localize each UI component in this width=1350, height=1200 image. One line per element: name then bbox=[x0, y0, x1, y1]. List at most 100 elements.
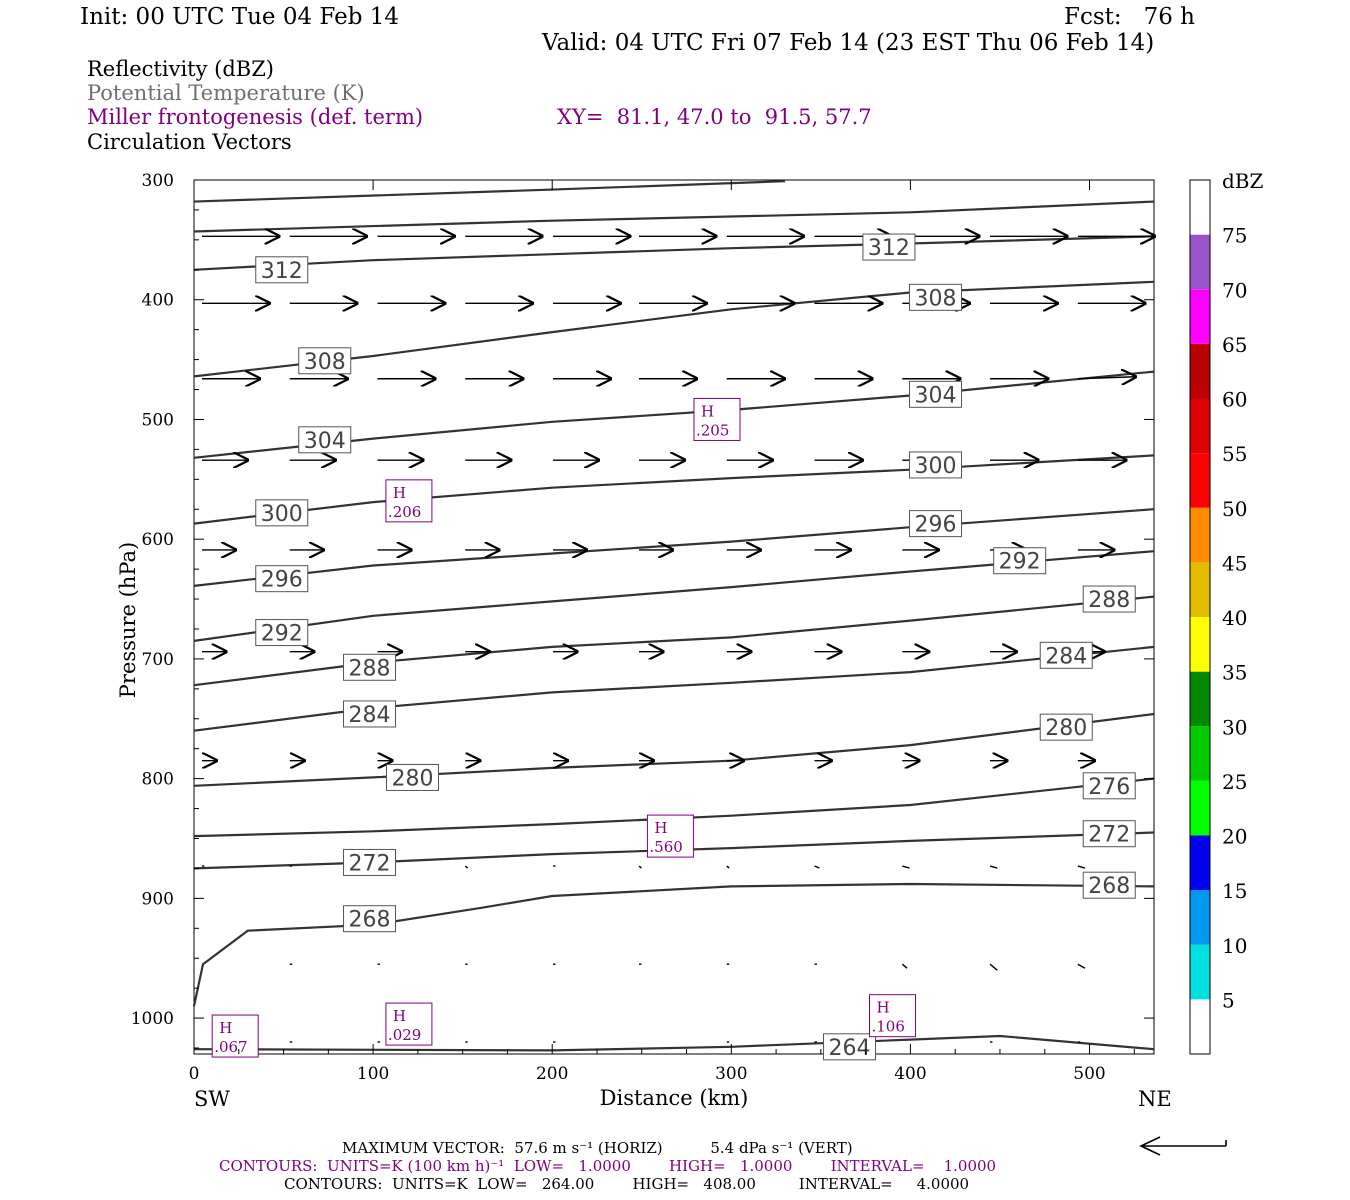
theta-label: 300 bbox=[261, 502, 303, 527]
colorbar-segment bbox=[1190, 617, 1210, 672]
circulation-vector bbox=[1077, 377, 1136, 379]
theta-label: 272 bbox=[1088, 823, 1130, 848]
y-axis-label: Pressure (hPa) bbox=[116, 541, 140, 699]
colorbar-label: 20 bbox=[1222, 825, 1247, 849]
theta-label-box bbox=[823, 1033, 877, 1061]
reference-vector-arrow bbox=[1139, 1136, 1227, 1156]
theta-contour-292 bbox=[193, 550, 1155, 642]
theta-label-box bbox=[1082, 585, 1136, 613]
y-tick-label: 300 bbox=[142, 171, 174, 191]
colorbar-segment bbox=[1190, 890, 1210, 945]
plot-frame bbox=[193, 179, 1155, 1055]
x-tick-label: 300 bbox=[715, 1064, 747, 1084]
theta-label: 292 bbox=[999, 550, 1041, 575]
theta-contour-300 bbox=[193, 454, 1155, 525]
theta-label: 292 bbox=[261, 622, 303, 647]
theta-label: 272 bbox=[349, 851, 391, 876]
forecast-hour: Fcst: 76 h bbox=[1064, 4, 1195, 30]
init-time: Init: 00 UTC Tue 04 Feb 14 bbox=[80, 4, 400, 30]
colorbar-segment bbox=[1190, 180, 1210, 235]
circulation-vector bbox=[902, 865, 910, 869]
theta-contour-264 bbox=[193, 1034, 1155, 1052]
theta-label-box bbox=[255, 499, 309, 527]
colorbar-label: 65 bbox=[1222, 333, 1247, 357]
theta-label: 284 bbox=[349, 703, 391, 728]
colorbar-title: dBZ bbox=[1222, 169, 1264, 193]
theta-label-box bbox=[343, 848, 397, 876]
legend-miller: Miller frontogenesis (def. term) bbox=[87, 105, 424, 129]
frontogenesis-high-value: .560 bbox=[649, 838, 682, 856]
colorbar-label: 5 bbox=[1222, 988, 1235, 1012]
x-tick-label: 100 bbox=[357, 1064, 389, 1084]
footer-contours-theta: CONTOURS: UNITS=K LOW= 264.00 HIGH= 408.… bbox=[284, 1175, 970, 1193]
legend-xy: XY= 81.1, 47.0 to 91.5, 57.7 bbox=[557, 105, 872, 129]
frontogenesis-high-symbol: H bbox=[654, 819, 667, 837]
frontogenesis-high-symbol: H bbox=[393, 1007, 406, 1025]
circulation-vector bbox=[638, 865, 642, 869]
colorbar-label: 15 bbox=[1222, 879, 1247, 903]
y-tick-label: 800 bbox=[142, 770, 174, 790]
colorbar-segment bbox=[1190, 999, 1210, 1054]
colorbar-segment bbox=[1190, 453, 1210, 508]
y-tick-label: 600 bbox=[142, 530, 174, 550]
theta-label: 304 bbox=[304, 429, 346, 454]
legend-theta: Potential Temperature (K) bbox=[87, 81, 365, 105]
theta-label: 308 bbox=[304, 350, 346, 375]
theta-label-box bbox=[1082, 871, 1136, 899]
theta-contour-280 bbox=[193, 712, 1155, 787]
frontogenesis-high-box bbox=[869, 994, 917, 1038]
colorbar-segment bbox=[1190, 289, 1210, 344]
circulation-vector bbox=[1077, 865, 1086, 869]
y-tick-label: 400 bbox=[142, 291, 174, 311]
theta-contour-268 bbox=[192, 882, 1155, 1007]
theta-label: 300 bbox=[914, 454, 956, 479]
colorbar-label: 75 bbox=[1222, 224, 1247, 248]
circulation-vector bbox=[901, 963, 908, 969]
frontogenesis-high-value: .205 bbox=[696, 421, 729, 439]
theta-label-box bbox=[298, 347, 352, 375]
frontogenesis-high-value: .029 bbox=[388, 1026, 421, 1044]
circulation-vector bbox=[814, 865, 820, 869]
colorbar-segment bbox=[1190, 780, 1210, 836]
theta-label-box bbox=[993, 547, 1047, 575]
frontogenesis-high-symbol: H bbox=[877, 999, 890, 1017]
theta-label-box bbox=[908, 451, 962, 479]
y-tick-label: 700 bbox=[142, 650, 174, 670]
theta-label-box bbox=[1082, 772, 1136, 800]
theta-label-box bbox=[343, 905, 397, 933]
colorbar-segment bbox=[1190, 507, 1210, 563]
frontogenesis-high-value: .106 bbox=[872, 1018, 905, 1036]
frontogenesis-high-symbol: H bbox=[219, 1019, 232, 1037]
theta-contour-288 bbox=[193, 595, 1155, 687]
circulation-vector bbox=[464, 865, 469, 869]
theta-label: 296 bbox=[914, 513, 956, 538]
y-tick-label: 900 bbox=[142, 889, 174, 909]
frontogenesis-high-symbol: H bbox=[701, 402, 714, 420]
theta-contour-276 bbox=[193, 777, 1155, 838]
colorbar-segment bbox=[1190, 835, 1210, 891]
colorbar-label: 60 bbox=[1222, 388, 1247, 412]
x-end-label-ne: NE bbox=[1138, 1087, 1172, 1111]
theta-label: 304 bbox=[914, 383, 956, 408]
x-axis-label: Distance (km) bbox=[599, 1086, 749, 1110]
theta-label: 288 bbox=[349, 656, 391, 681]
valid-time: Valid: 04 UTC Fri 07 Feb 14 (23 EST Thu … bbox=[542, 30, 1155, 56]
x-tick-label: 500 bbox=[1073, 1064, 1105, 1084]
colorbar-segment bbox=[1190, 343, 1210, 399]
theta-contour-312 bbox=[193, 235, 1155, 271]
theta-label-box bbox=[862, 233, 916, 261]
theta-label-box bbox=[1039, 713, 1093, 741]
circulation-vector bbox=[1077, 963, 1086, 969]
theta-label: 268 bbox=[1088, 874, 1130, 899]
theta-label: 308 bbox=[914, 286, 956, 311]
x-tick-label: 0 bbox=[189, 1064, 200, 1084]
frontogenesis-high-value: .067 bbox=[214, 1038, 247, 1056]
theta-label-box bbox=[908, 283, 962, 311]
theta-contour-284 bbox=[193, 645, 1155, 732]
theta-label-box bbox=[255, 256, 309, 284]
theta-label: 280 bbox=[1045, 716, 1087, 741]
theta-label-box bbox=[1082, 820, 1136, 848]
legend-reflectivity: Reflectivity (dBZ) bbox=[87, 57, 275, 81]
colorbar-label: 35 bbox=[1222, 661, 1247, 685]
